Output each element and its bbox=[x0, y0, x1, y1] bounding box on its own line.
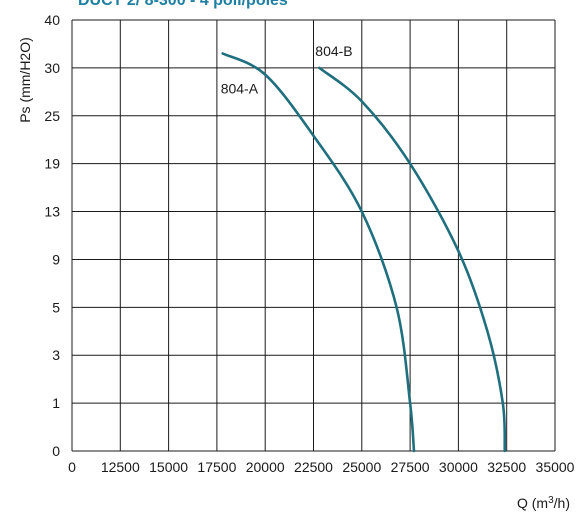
series-curve-804-B bbox=[318, 66, 507, 453]
x-tick-label: 27500 bbox=[391, 459, 430, 475]
x-tick-label: 0 bbox=[68, 459, 76, 475]
x-axis-label-base: Q (m bbox=[517, 495, 548, 511]
y-tick-label: 0 bbox=[52, 443, 60, 459]
chart-title: DUCT 2/ 8-300 - 4 polı/poles bbox=[78, 0, 288, 9]
y-tick-label: 1 bbox=[52, 395, 60, 411]
y-tick-label: 13 bbox=[44, 204, 60, 220]
grid bbox=[71, 19, 556, 452]
x-tick-label: 32500 bbox=[487, 459, 526, 475]
x-tick-label: 12500 bbox=[101, 459, 140, 475]
x-tick-label: 30000 bbox=[439, 459, 478, 475]
y-tick-label: 5 bbox=[52, 299, 60, 315]
y-tick-label: 25 bbox=[44, 108, 60, 124]
series-label-804-B: 804-B bbox=[315, 43, 352, 59]
y-axis-label: Ps (mm/H2O) bbox=[17, 37, 33, 123]
y-tick-label: 9 bbox=[52, 251, 60, 267]
x-tick-label: 35000 bbox=[536, 459, 575, 475]
x-axis-label-sup: 3 bbox=[548, 495, 554, 506]
series-curve-804-A bbox=[221, 52, 416, 453]
y-tick-label: 40 bbox=[44, 12, 60, 28]
x-tick-label: 22500 bbox=[294, 459, 333, 475]
series-labels: 804-A 804-B bbox=[221, 43, 353, 97]
y-tick-label: 3 bbox=[52, 347, 60, 363]
series-curves bbox=[221, 52, 507, 453]
x-axis-label: Q (m3/h) bbox=[517, 495, 570, 512]
x-axis-label-tail: /h) bbox=[554, 495, 570, 511]
x-tick-label: 15000 bbox=[149, 459, 188, 475]
series-label-804-A: 804-A bbox=[221, 81, 259, 97]
y-tick-label: 30 bbox=[44, 60, 60, 76]
y-tick-label: 19 bbox=[44, 156, 60, 172]
x-tick-label: 25000 bbox=[342, 459, 381, 475]
x-tick-label: 17500 bbox=[197, 459, 236, 475]
x-tick-label: 20000 bbox=[246, 459, 285, 475]
x-tick-labels: 0 12500 15000 17500 20000 22500 25000 27500 3000… bbox=[68, 459, 575, 475]
